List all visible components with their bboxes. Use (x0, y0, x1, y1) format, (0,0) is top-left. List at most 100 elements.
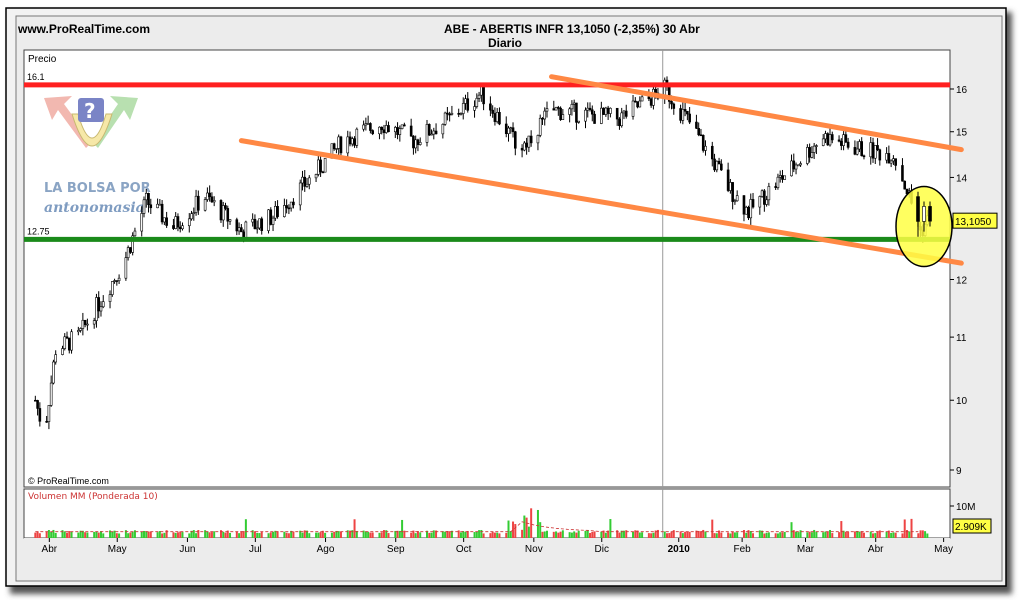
candle-body (228, 219, 232, 222)
candle-body (79, 328, 82, 331)
date-tick-label: 2010 (668, 544, 691, 555)
candle-body (504, 123, 508, 134)
candle-body (178, 226, 182, 230)
candle-body (110, 281, 114, 295)
candle-body (523, 142, 526, 151)
candle-body (538, 117, 542, 136)
volume-bar (684, 531, 687, 538)
candle-body (710, 145, 714, 160)
volume-bar (118, 533, 121, 538)
candle-body (67, 337, 71, 351)
logo: ? LA BOLSA POR antonomasia (44, 96, 151, 216)
candle-body (61, 348, 64, 355)
candle-body (760, 190, 764, 197)
volume-bar (718, 530, 721, 538)
volume-bar (172, 532, 175, 538)
volume-panel (23, 488, 951, 539)
candle-body (572, 102, 576, 105)
candle-body (36, 400, 39, 409)
volume-bar (663, 531, 666, 538)
volume-bar (321, 530, 324, 538)
date-tick-label: Dic (595, 544, 609, 555)
candle-body (83, 319, 87, 325)
candle-body (450, 112, 454, 115)
candle-body (830, 134, 834, 141)
volume-bar (745, 532, 748, 538)
candle-body (855, 148, 859, 155)
date-tick-label: Abr (42, 544, 58, 555)
candle-body (536, 135, 540, 144)
candle-body (686, 110, 689, 115)
candle-body (620, 112, 624, 127)
candle-body (679, 108, 682, 121)
date-tick-label: May (934, 544, 953, 555)
recent-candle-body (916, 196, 920, 222)
volume-bar (382, 530, 385, 538)
candle-body (97, 297, 101, 312)
candle-body (348, 136, 352, 145)
last-volume-box (952, 518, 992, 534)
level-label: 16.1 (27, 72, 45, 82)
candle-body (219, 200, 223, 221)
volume-bar (149, 531, 152, 538)
volume-bar (480, 529, 483, 538)
volume-bar (813, 529, 816, 538)
volume-bar (428, 532, 431, 538)
logo-question-box (78, 98, 104, 122)
candle-body (126, 247, 130, 258)
volume-bar (498, 533, 501, 538)
candle-body (482, 84, 485, 105)
candle-body (366, 123, 370, 125)
date-tick-label: Abr (868, 544, 884, 555)
volume-bar (224, 532, 227, 538)
candle-body (108, 294, 112, 302)
candle-body (95, 297, 98, 321)
volume-bar (647, 533, 650, 538)
candle-body (378, 126, 381, 135)
volume-bar (50, 531, 53, 538)
volume-bar (181, 532, 184, 538)
volume-bar (697, 530, 700, 538)
candle-body (636, 101, 639, 108)
candle-body (697, 128, 700, 136)
volume-bar (523, 515, 526, 538)
volume-bar (822, 532, 825, 538)
volume-bar (926, 533, 929, 538)
candle-body (133, 230, 137, 237)
volume-bar (462, 531, 465, 538)
candle-body (38, 408, 42, 422)
volume-bar (99, 531, 102, 538)
volume-bar (530, 508, 533, 538)
volume-bar (752, 533, 755, 538)
candle-body (45, 420, 48, 423)
volume-bar (301, 532, 304, 538)
volume-moving-average (35, 521, 919, 533)
volume-bar (97, 532, 100, 538)
date-tick-label: Jun (179, 544, 195, 555)
volume-bar (34, 532, 37, 538)
candle-body (244, 221, 248, 240)
candle-body (570, 104, 574, 110)
volume-bar (446, 531, 449, 538)
candle-body (604, 107, 608, 115)
volume-bar (219, 530, 222, 538)
candle-body (190, 213, 193, 220)
volume-bar (715, 533, 718, 538)
volume-bar (251, 530, 254, 538)
candle-body (269, 209, 273, 225)
candle-body (371, 130, 374, 135)
volume-bar (781, 532, 784, 538)
candle-body (765, 199, 768, 205)
volume-bar (204, 530, 207, 538)
candles (34, 76, 929, 430)
volume-bar (665, 533, 668, 538)
volume-bar (847, 531, 850, 538)
volume-bar (369, 532, 372, 538)
candle-body (287, 207, 291, 210)
candle-body (394, 127, 397, 133)
volume-bar (672, 530, 675, 538)
candle-body (726, 169, 730, 191)
volume-bar (142, 530, 145, 538)
candle-body (176, 216, 180, 228)
candle-body (633, 100, 637, 103)
